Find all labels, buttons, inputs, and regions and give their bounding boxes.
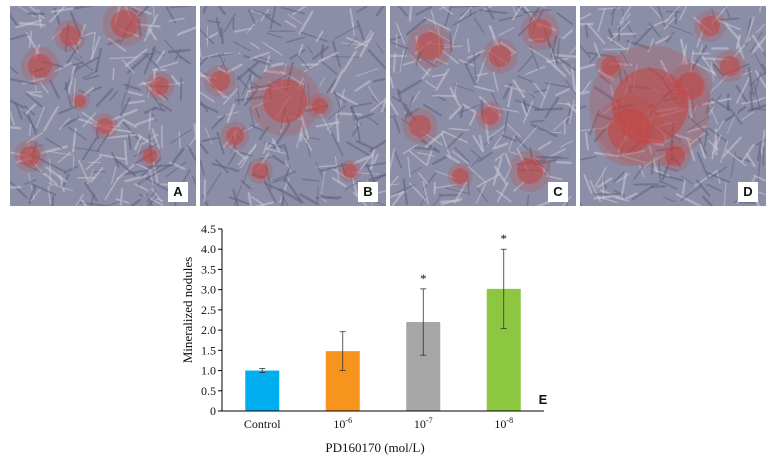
y-tick-label: 3.0 bbox=[201, 283, 216, 297]
panel-label-e: E bbox=[532, 390, 554, 410]
y-axis: 0 0.5 1.0 1.5 2.0 2.5 3.0 3.5 4.0 4.5 bbox=[201, 222, 223, 418]
x-axis-label: PD160170 (mol/L) bbox=[325, 440, 424, 455]
error-bar bbox=[420, 288, 427, 356]
y-tick-label: 2.5 bbox=[201, 303, 216, 317]
y-tick-label: 1.5 bbox=[201, 343, 216, 357]
x-tick-label: 10-6 bbox=[333, 416, 352, 431]
micrograph-panel-a: A bbox=[10, 6, 196, 206]
x-tick-label: Control bbox=[244, 417, 281, 431]
micrograph-panel-b: B bbox=[200, 6, 386, 206]
y-tick-label: 1.0 bbox=[201, 364, 216, 378]
significance-marker: * bbox=[501, 231, 508, 246]
y-tick-label: 2.0 bbox=[201, 323, 216, 337]
micrograph-panel-c: C bbox=[390, 6, 576, 206]
panel-label-a: A bbox=[168, 182, 188, 202]
y-tick-label: 3.5 bbox=[201, 262, 216, 276]
y-tick-label: 4.5 bbox=[201, 222, 216, 236]
x-tick-label: 10-8 bbox=[494, 416, 513, 431]
error-bar bbox=[500, 248, 507, 329]
bar bbox=[245, 370, 280, 411]
y-axis-label: Mineralized nodules bbox=[180, 257, 195, 364]
micrograph-d-image bbox=[580, 6, 766, 206]
micrograph-a-image bbox=[10, 6, 196, 206]
micrograph-b-image bbox=[200, 6, 386, 206]
micrograph-c-image bbox=[390, 6, 576, 206]
bar-series: ** bbox=[245, 231, 521, 411]
y-tick-label: 0 bbox=[210, 404, 216, 418]
panel-label-c: C bbox=[548, 182, 568, 202]
y-tick-label: 4.0 bbox=[201, 242, 216, 256]
significance-marker: * bbox=[420, 271, 427, 286]
error-bar bbox=[339, 331, 346, 371]
error-bar bbox=[259, 368, 266, 373]
x-axis: Control 10-6 10-7 10-8 bbox=[222, 410, 544, 431]
panel-label-b: B bbox=[358, 182, 378, 202]
y-tick-label: 0.5 bbox=[201, 384, 216, 398]
x-tick-label: 10-7 bbox=[414, 416, 433, 431]
panel-label-d: D bbox=[738, 182, 758, 202]
micrograph-panel-d: D bbox=[580, 6, 766, 206]
